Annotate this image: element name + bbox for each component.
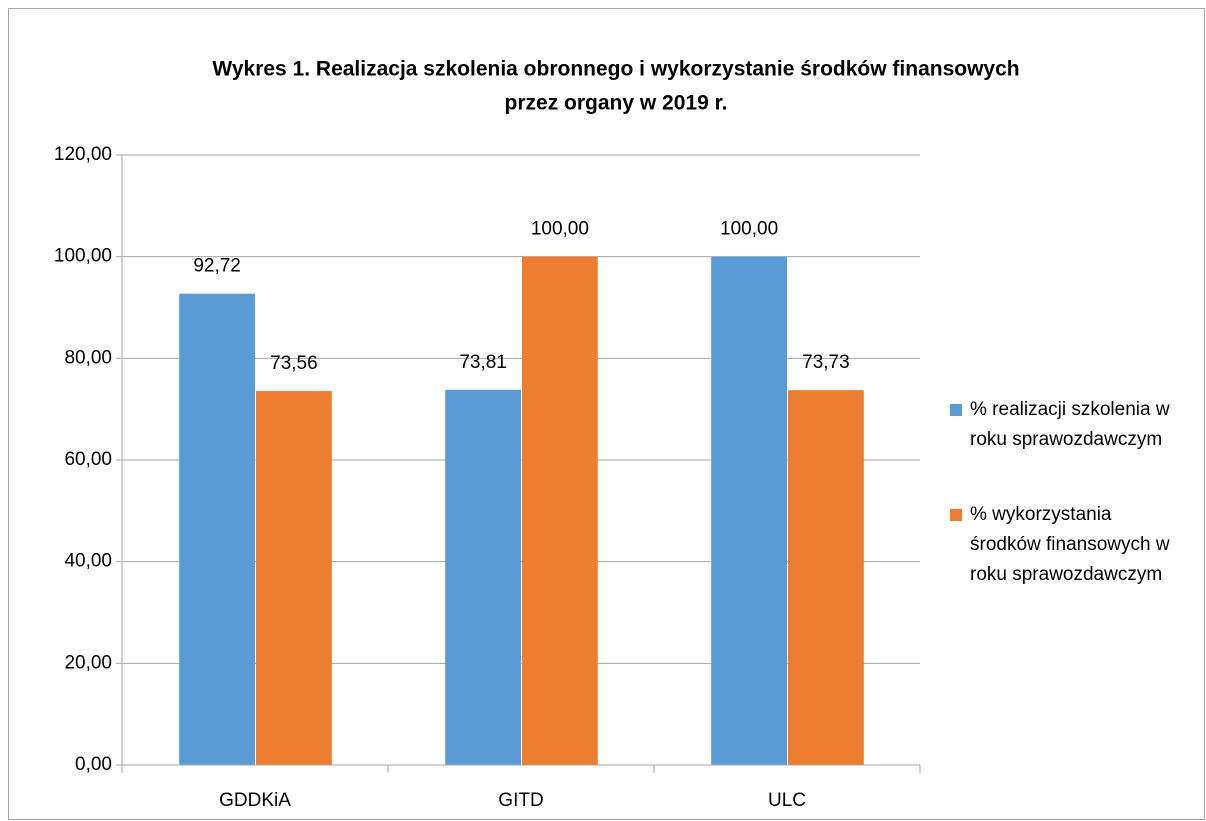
x-tick-label: GDDKiA [219, 790, 291, 811]
bar [256, 391, 332, 765]
legend-line: roku sprawozdawczym [970, 429, 1162, 450]
data-label: 73,81 [459, 352, 507, 373]
bar [445, 389, 521, 765]
legend-label: % realizacji szkolenia w roku sprawozdawc… [970, 399, 1170, 450]
y-tick-label: 60,00 [64, 449, 112, 470]
data-label: 92,72 [193, 256, 241, 277]
legend-line: % realizacji szkolenia w [970, 399, 1170, 420]
bar [522, 256, 598, 765]
chart-title: przez organy w 2019 r. [505, 92, 728, 115]
data-label: 73,56 [270, 353, 318, 374]
data-label: 100,00 [531, 219, 589, 240]
legend-line: roku sprawozdawczym [970, 564, 1162, 585]
legend-label: % wykorzystania środków finansowych w roku… [970, 504, 1170, 585]
bar [711, 256, 787, 765]
y-tick-label: 0,00 [75, 754, 112, 775]
legend-swatch [950, 404, 962, 416]
bar [788, 390, 864, 765]
x-tick-label: ULC [768, 790, 806, 811]
bar [179, 293, 255, 765]
data-label: 100,00 [720, 219, 778, 240]
chart-title: Wykres 1. Realizacja szkolenia obronnego… [212, 58, 1019, 81]
y-tick-label: 40,00 [64, 551, 112, 572]
data-label: 73,73 [802, 352, 850, 373]
y-tick-label: 80,00 [64, 347, 112, 368]
legend-swatch [950, 509, 962, 521]
y-tick-label: 120,00 [54, 144, 112, 165]
legend-line: % wykorzystania [970, 504, 1112, 525]
y-tick-label: 20,00 [64, 652, 112, 673]
x-tick-label: GITD [498, 790, 543, 811]
legend-line: środków finansowych w [970, 534, 1170, 555]
y-tick-label: 100,00 [54, 246, 112, 267]
